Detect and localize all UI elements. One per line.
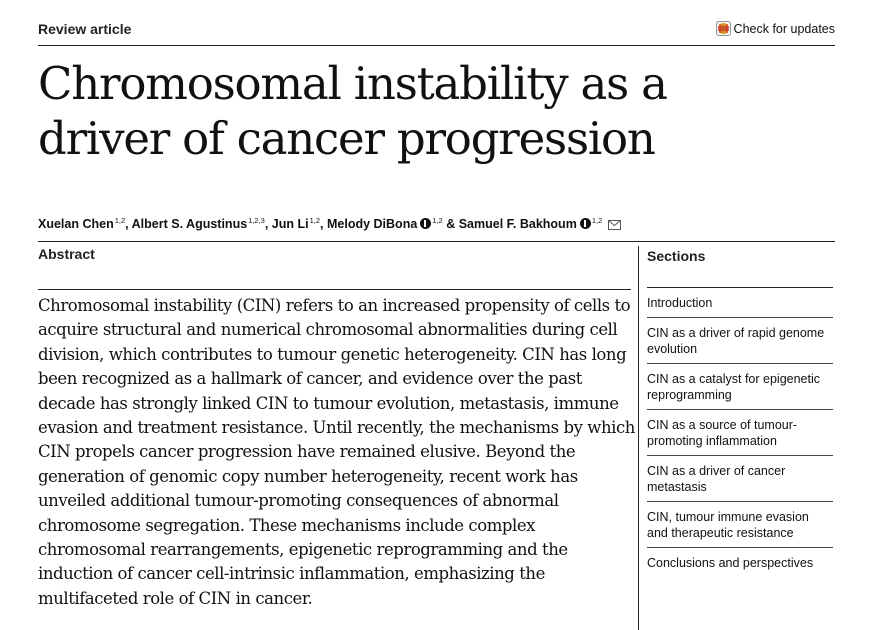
article-title: Chromosomal instability as a driver of c… [38,56,798,166]
article-header-bar: Review article Check for updates [38,18,835,46]
mail-icon[interactable] [607,220,621,230]
author-name[interactable]: Melody DiBona [327,217,418,231]
abstract-divider [38,289,631,290]
section-link-metastasis[interactable]: CIN as a driver of cancer metastasis [647,456,833,502]
author-affiliation[interactable]: 1,2 [591,216,603,225]
abstract-text: Chromosomal instability (CIN) refers to … [38,296,635,608]
column-divider [638,246,639,630]
title-line-1: Chromosomal instability as a [38,57,668,110]
author-name[interactable]: Albert S. Agustinus [131,217,248,231]
abstract-heading: Abstract [38,246,95,262]
title-line-2: driver of cancer progression [38,112,656,165]
section-link-inflammation[interactable]: CIN as a source of tumour-promoting infl… [647,410,833,456]
author-affiliation[interactable]: 1,2 [432,216,443,225]
author-separator: , [320,217,327,231]
orcid-icon[interactable] [420,218,432,229]
author-name[interactable]: Samuel F. Bakhoum [458,217,577,231]
author-separator: , [264,217,272,231]
author-name[interactable]: Jun Li [271,217,309,231]
check-for-updates-icon [715,21,731,36]
sections-heading: Sections [647,246,833,288]
author-name[interactable]: Xuelan Chen [38,217,114,231]
sections-list: Introduction CIN as a driver of rapid ge… [647,288,833,578]
author-separator: & [442,217,459,231]
section-link-genome-evolution[interactable]: CIN as a driver of rapid genome evolutio… [647,318,833,364]
author-list: Xuelan Chen1,2, Albert S. Agustinus1,2,3… [38,216,838,231]
sections-nav: Sections Introduction CIN as a driver of… [647,246,833,578]
check-for-updates-link[interactable]: Check for updates [715,21,835,36]
author-affiliation[interactable]: 1,2 [114,216,126,225]
author-separator: , [125,217,132,231]
author-affiliation[interactable]: 1,2,3 [248,216,265,225]
orcid-icon[interactable] [579,218,591,229]
section-link-immune-evasion[interactable]: CIN, tumour immune evasion and therapeut… [647,502,833,548]
section-link-introduction[interactable]: Introduction [647,288,833,318]
author-affiliation[interactable]: 1,2 [309,216,321,225]
section-link-epigenetic-reprogramming[interactable]: CIN as a catalyst for epigenetic reprogr… [647,364,833,410]
section-link-conclusions[interactable]: Conclusions and perspectives [647,556,814,570]
article-type-label: Review article [38,21,132,37]
header-divider [38,241,835,242]
check-for-updates-label: Check for updates [733,21,835,36]
